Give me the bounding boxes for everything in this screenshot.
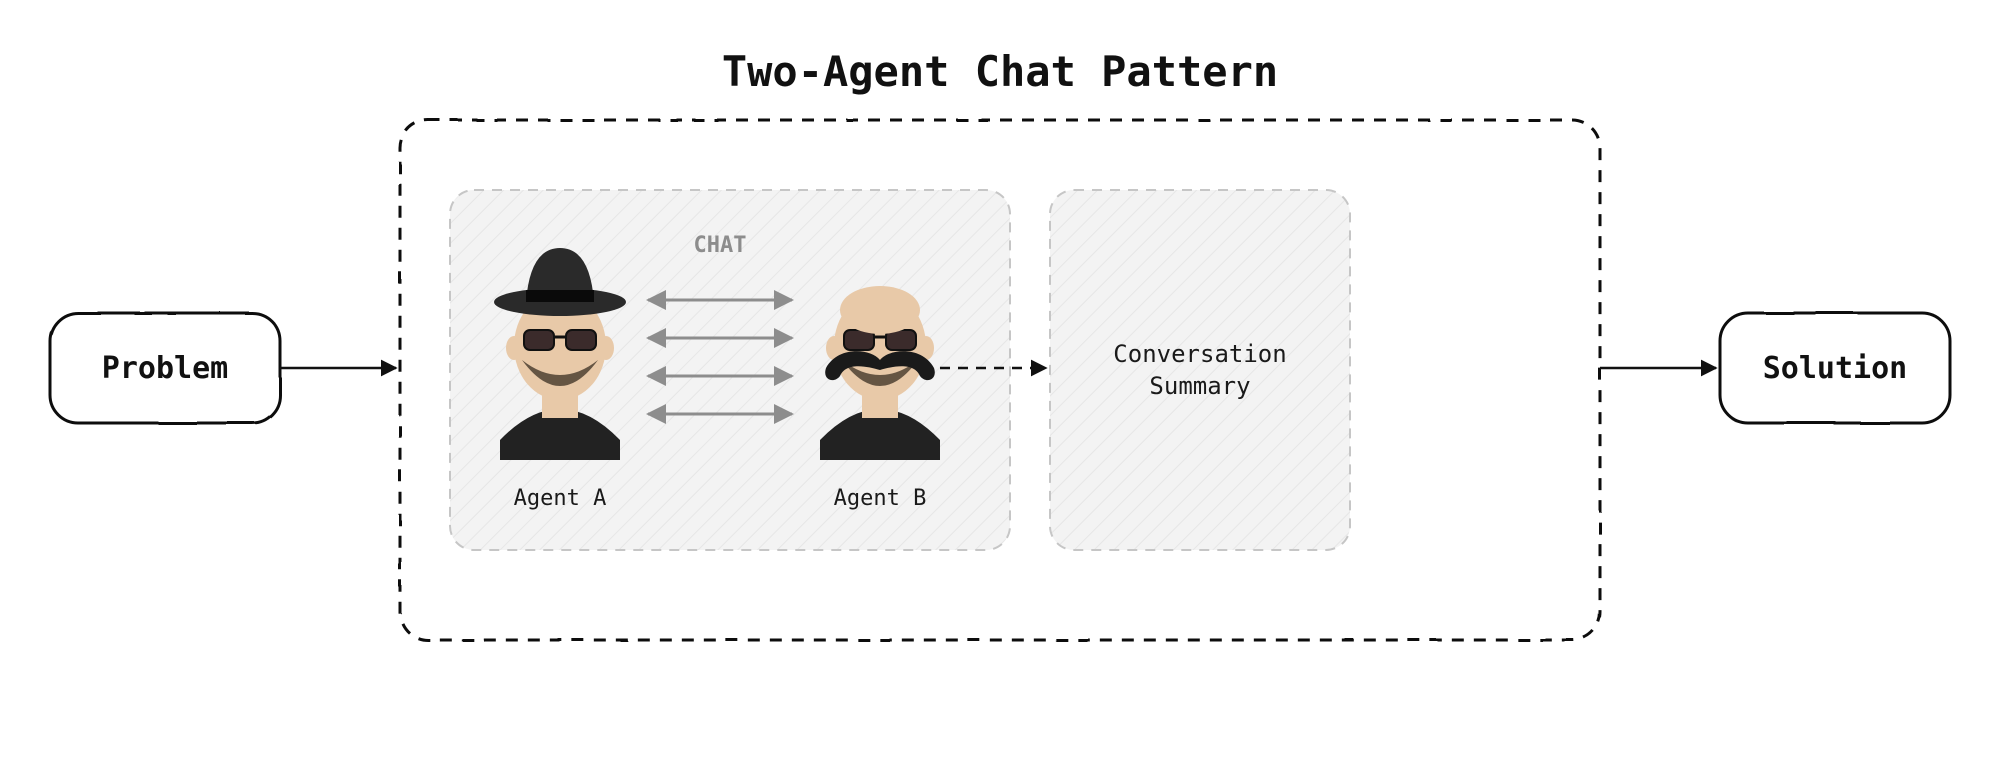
summary-label-line2: Summary (1149, 372, 1250, 400)
chat-label: CHAT (694, 233, 747, 258)
agent-a-label: Agent A (514, 486, 607, 511)
summary-panel (1050, 190, 1350, 550)
solution-node-label: Solution (1763, 351, 1908, 386)
problem-node-label: Problem (102, 351, 228, 386)
agent-b-label: Agent B (834, 486, 927, 511)
summary-label-line1: Conversation (1113, 340, 1286, 368)
diagram-title: Two-Agent Chat Pattern (722, 47, 1278, 96)
